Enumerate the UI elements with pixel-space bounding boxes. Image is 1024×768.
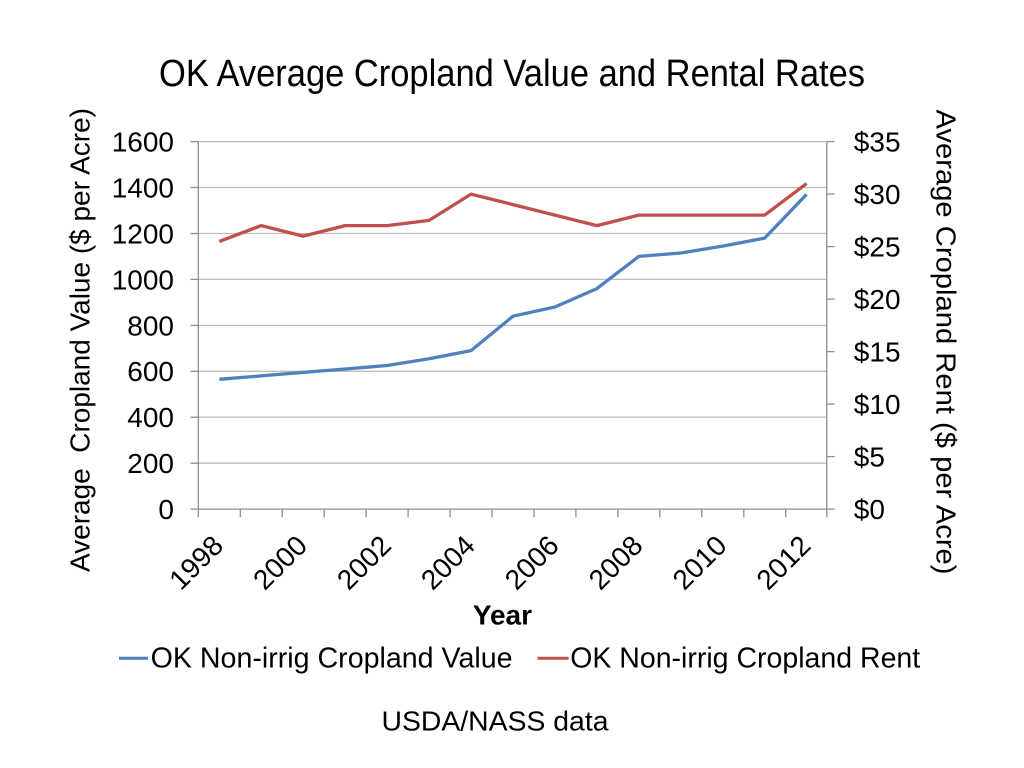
svg-text:$10: $10 bbox=[854, 389, 901, 420]
svg-text:200: 200 bbox=[127, 448, 174, 479]
svg-text:1600: 1600 bbox=[112, 127, 174, 158]
svg-text:$30: $30 bbox=[854, 179, 901, 210]
svg-text:OK Non-irrig Cropland Rent: OK Non-irrig Cropland Rent bbox=[570, 642, 920, 674]
svg-text:$5: $5 bbox=[854, 442, 885, 473]
svg-text:600: 600 bbox=[127, 356, 174, 387]
svg-text:1200: 1200 bbox=[112, 218, 174, 249]
svg-text:$25: $25 bbox=[854, 232, 901, 263]
svg-text:OK Non-irrig Cropland Value: OK Non-irrig Cropland Value bbox=[151, 642, 513, 674]
svg-text:USDA/NASS data: USDA/NASS data bbox=[382, 705, 609, 736]
svg-text:Average Cropland Value ($ per: Average Cropland Value ($ per Acre) bbox=[65, 108, 96, 572]
svg-text:$35: $35 bbox=[854, 127, 901, 158]
svg-text:$0: $0 bbox=[854, 494, 885, 525]
svg-text:400: 400 bbox=[127, 402, 174, 433]
svg-text:$15: $15 bbox=[854, 337, 901, 368]
svg-text:$20: $20 bbox=[854, 284, 901, 315]
svg-text:Year: Year bbox=[473, 600, 532, 631]
svg-text:0: 0 bbox=[158, 494, 174, 525]
svg-text:1400: 1400 bbox=[112, 172, 174, 203]
svg-text:1000: 1000 bbox=[112, 264, 174, 295]
svg-text:OK Average Cropland Value and: OK Average Cropland Value and Rental Rat… bbox=[159, 53, 865, 95]
svg-text:Average Cropland Rent ($ per A: Average Cropland Rent ($ per Acre) bbox=[931, 110, 962, 575]
svg-text:800: 800 bbox=[127, 310, 174, 341]
